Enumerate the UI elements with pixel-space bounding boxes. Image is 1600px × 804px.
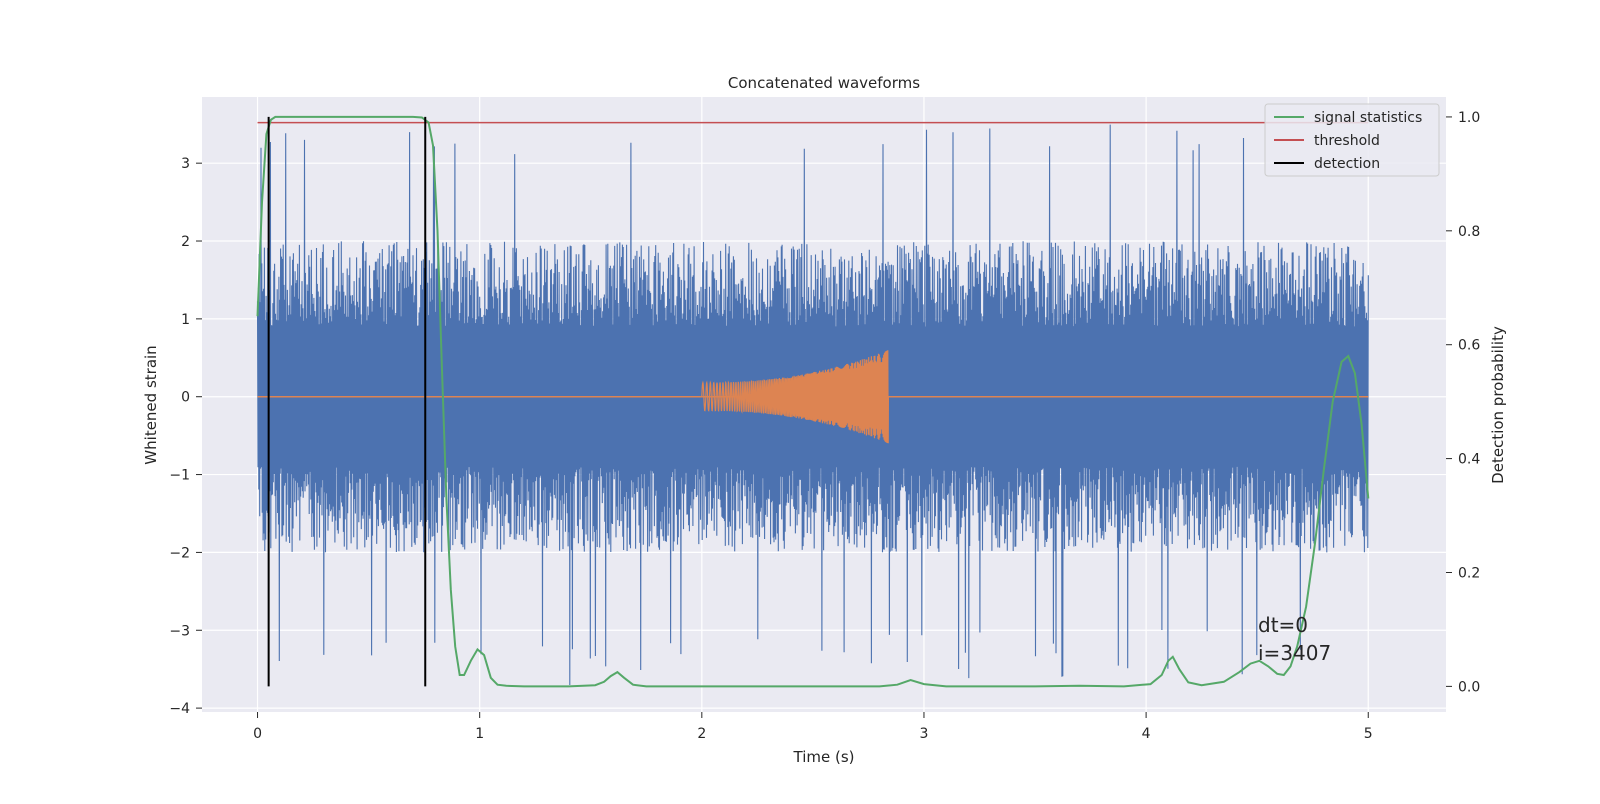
y-axis-label: Whitened strain: [142, 345, 160, 464]
strain-noise-line: [256, 124, 1369, 686]
y-tick-label: 0: [181, 390, 190, 406]
x-tick-label: 2: [697, 726, 706, 742]
y2-tick-label: 0.0: [1458, 679, 1480, 695]
axes: 0 1 2 3 4 5 −4 −3 −2 −1 0 1 2 3 0.0 0.2 0.4 0.6 0.8 1.0: [169, 110, 1480, 742]
chart-title: Concatenated waveforms: [728, 74, 920, 92]
y-tick-label: −4: [169, 701, 190, 717]
y-tick-label: −1: [169, 468, 190, 484]
x-tick-label: 3: [920, 726, 929, 742]
injected-chirp-line: [701, 350, 889, 444]
y2-tick-label: 0.2: [1458, 565, 1480, 581]
y-tick-label: −2: [169, 545, 190, 561]
y2-tick-label: 0.8: [1458, 224, 1480, 240]
x-tick-label: 1: [475, 726, 484, 742]
x-tick-label: 4: [1142, 726, 1151, 742]
x-axis-label: Time (s): [793, 748, 855, 766]
plot-area: [256, 115, 1370, 688]
legend-label-threshold: threshold: [1314, 133, 1380, 149]
legend-box: [1264, 103, 1440, 177]
y-tick-label: −3: [169, 623, 190, 639]
legend: signal statistics threshold detection: [1264, 103, 1440, 177]
y-tick-label: 2: [181, 234, 190, 250]
y2-tick-label: 0.6: [1458, 338, 1480, 354]
annotation-dt: dt=0: [1258, 613, 1308, 637]
signal-statistics-line: [256, 115, 1370, 688]
y2-tick-label: 0.4: [1458, 452, 1480, 468]
y2-axis-label: Detection probability: [1489, 326, 1507, 484]
legend-label-detection: detection: [1314, 156, 1380, 172]
y2-tick-label: 1.0: [1458, 110, 1480, 126]
legend-label-signal-statistics: signal statistics: [1314, 110, 1422, 126]
x-tick-label: 5: [1364, 726, 1373, 742]
y-tick-label: 3: [181, 156, 190, 172]
x-tick-label: 0: [253, 726, 262, 742]
annotation-index: i=3407: [1258, 641, 1331, 665]
y-tick-label: 1: [181, 312, 190, 328]
